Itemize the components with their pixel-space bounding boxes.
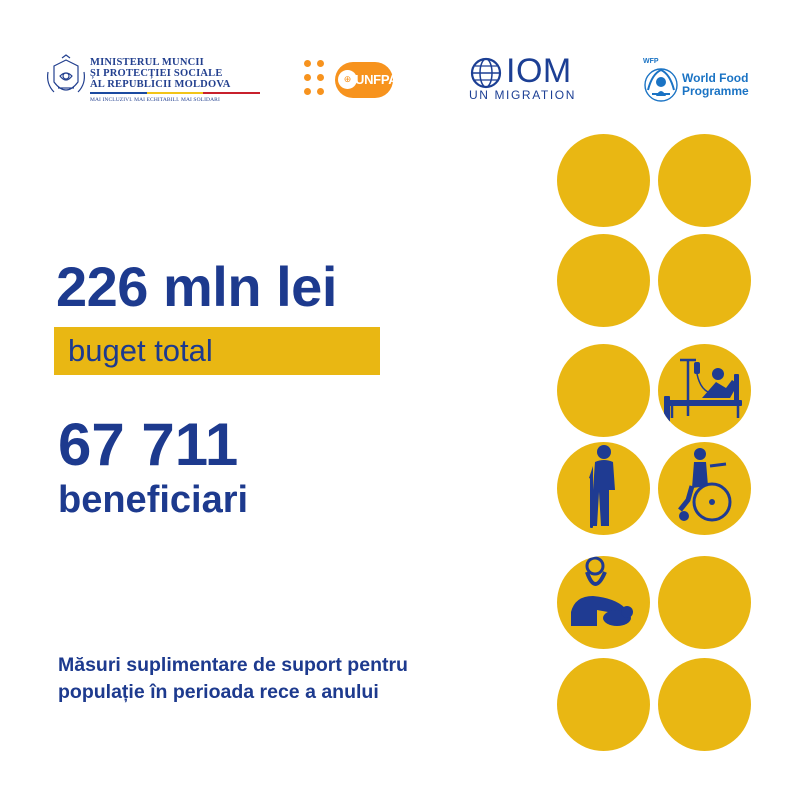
unfpa-logo: ⊕ UNFPA (304, 60, 398, 102)
budget-label-bar: buget total (54, 327, 380, 375)
wfp-name-line: World Food (682, 71, 749, 85)
ministry-name-line: ȘI PROTECȚIEI SOCIALE (90, 68, 223, 79)
wfp-name-line: Programme (682, 84, 749, 98)
unfpa-dots-icon (304, 60, 340, 96)
decorative-circle (557, 658, 650, 751)
ministry-tricolor-strip (90, 92, 261, 94)
description-line: Măsuri suplimentare de suport pentru (58, 654, 408, 676)
hospital-bed-patient-icon (664, 358, 742, 422)
hospital-bed-circle (658, 344, 751, 437)
iom-subtitle: UN MIGRATION (469, 88, 576, 102)
mother-baby-icon (571, 556, 633, 626)
decorative-circle (557, 344, 650, 437)
wfp-logo: WFP World Food Programme (642, 58, 762, 106)
iom-logo: IOM UN MIGRATION (468, 52, 580, 104)
budget-label: buget total (68, 333, 213, 368)
partner-logos-bar: MINISTERUL MUNCII ȘI PROTECȚIEI SOCIALE … (0, 0, 800, 130)
decorative-circle (658, 134, 751, 227)
mother-baby-circle (557, 556, 650, 649)
decorative-circle (557, 134, 650, 227)
beneficiaries-label: beneficiari (58, 479, 249, 521)
wheelchair-circle (658, 442, 751, 535)
iom-globe-icon (470, 57, 502, 89)
wheelchair-user-icon (678, 448, 732, 522)
elderly-person-cane-icon (589, 445, 615, 528)
campaign-description: Măsuri suplimentare de suport pentru pop… (58, 652, 518, 706)
elderly-person-circle (557, 442, 650, 535)
wfp-tag: WFP (643, 58, 659, 65)
ministry-name: MINISTERUL MUNCII ȘI PROTECȚIEI SOCIALE … (90, 57, 231, 90)
ministry-name-line: AL REPUBLICII MOLDOVA (90, 79, 231, 90)
moldova-coat-of-arms-icon (47, 54, 85, 93)
iom-name: IOM (506, 52, 572, 90)
decorative-circle (658, 234, 751, 327)
ministry-motto: MAI INCLUZIVI. MAI ECHITABILI. MAI SOLID… (90, 97, 220, 103)
wfp-name: World Food Programme (682, 72, 749, 98)
description-line: populație în perioada rece a anului (58, 681, 379, 703)
unfpa-name: UNFPA (355, 72, 398, 87)
ministry-name-line: MINISTERUL MUNCII (90, 57, 204, 68)
circle-grid (557, 134, 751, 752)
wfp-wheat-emblem-icon (644, 68, 678, 102)
decorative-circle (557, 234, 650, 327)
un-emblem-icon: ⊕ (338, 70, 357, 89)
unfpa-badge: ⊕ UNFPA (335, 62, 398, 98)
ministry-logo: MINISTERUL MUNCII ȘI PROTECȚIEI SOCIALE … (44, 50, 261, 106)
beneficiaries-count: 67 711 (58, 411, 239, 478)
decorative-circle (658, 556, 751, 649)
budget-amount: 226 mln lei (56, 255, 337, 318)
decorative-circle (658, 658, 751, 751)
